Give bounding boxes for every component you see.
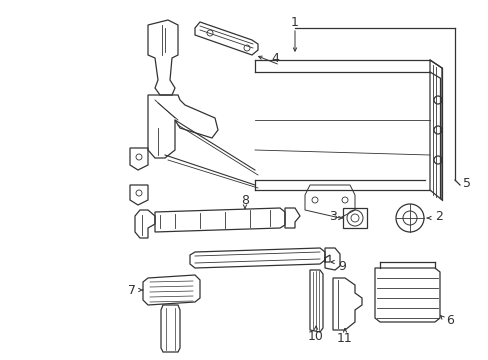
Text: 6: 6 [445,314,453,327]
Text: 4: 4 [270,51,278,64]
Text: 2: 2 [434,210,442,222]
Text: 11: 11 [336,332,352,345]
Text: 8: 8 [241,194,248,207]
Text: 3: 3 [328,210,336,222]
Text: 9: 9 [337,260,345,273]
Text: 1: 1 [290,15,298,28]
Text: 10: 10 [307,329,323,342]
Text: 5: 5 [462,176,470,189]
Text: 7: 7 [128,284,136,297]
